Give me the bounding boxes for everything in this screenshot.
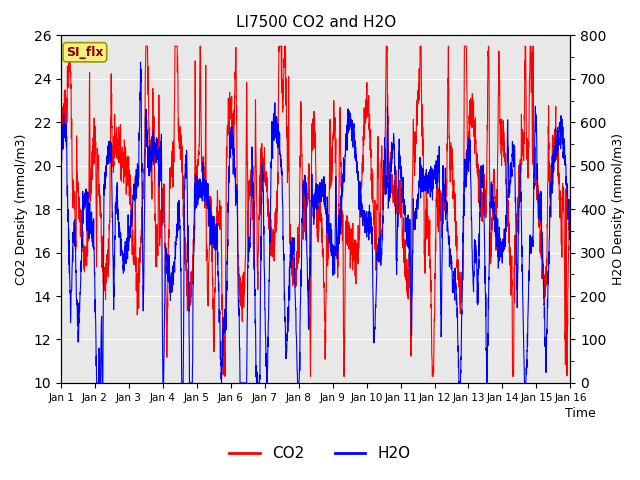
CO2 bbox=[275, 65, 283, 71]
Legend: CO2, H2O: CO2, H2O bbox=[223, 440, 417, 468]
CO2 bbox=[65, 43, 73, 49]
CO2 bbox=[115, 153, 123, 158]
Y-axis label: H2O Density (mmol/m3): H2O Density (mmol/m3) bbox=[612, 133, 625, 285]
Text: SI_flx: SI_flx bbox=[66, 46, 104, 59]
Line: CO2: CO2 bbox=[61, 46, 570, 376]
CO2 bbox=[146, 125, 154, 131]
Line: H2O: H2O bbox=[61, 62, 570, 383]
CO2 bbox=[57, 117, 65, 122]
H2O bbox=[57, 150, 65, 156]
CO2 bbox=[221, 373, 229, 379]
CO2 bbox=[502, 181, 509, 187]
H2O bbox=[146, 162, 154, 168]
H2O bbox=[275, 128, 283, 134]
H2O bbox=[566, 235, 574, 240]
H2O bbox=[557, 146, 564, 152]
CO2 bbox=[566, 201, 574, 207]
H2O bbox=[93, 380, 100, 386]
CO2 bbox=[253, 207, 260, 213]
H2O bbox=[253, 380, 260, 386]
H2O bbox=[137, 60, 145, 65]
Title: LI7500 CO2 and H2O: LI7500 CO2 and H2O bbox=[236, 15, 396, 30]
Y-axis label: CO2 Density (mmol/m3): CO2 Density (mmol/m3) bbox=[15, 133, 28, 285]
H2O bbox=[115, 220, 123, 226]
X-axis label: Time: Time bbox=[565, 407, 596, 420]
CO2 bbox=[557, 205, 564, 211]
H2O bbox=[502, 229, 509, 235]
